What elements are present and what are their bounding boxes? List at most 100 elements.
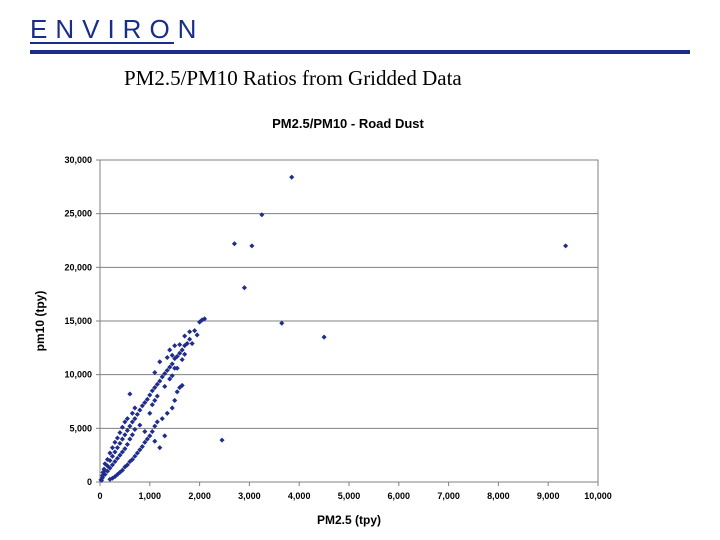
y-tick-label: 5,000 xyxy=(69,423,92,433)
chart-title: PM2.5/PM10 - Road Dust xyxy=(272,116,424,131)
data-point xyxy=(159,416,165,422)
data-point xyxy=(129,410,135,416)
x-tick-label: 3,000 xyxy=(238,491,261,501)
data-point xyxy=(199,317,205,323)
data-points xyxy=(98,174,569,483)
x-tick-label: 9,000 xyxy=(537,491,560,501)
data-point xyxy=(177,385,183,391)
data-point xyxy=(124,427,130,434)
logo-underline xyxy=(30,42,174,44)
data-point xyxy=(219,437,225,443)
gridlines xyxy=(100,213,598,429)
y-tick-label: 20,000 xyxy=(64,262,92,272)
data-point xyxy=(152,438,158,444)
data-point xyxy=(154,419,160,425)
x-tick-label: 5,000 xyxy=(338,491,361,501)
data-point xyxy=(137,447,143,453)
data-point xyxy=(109,445,115,451)
data-point xyxy=(127,459,133,465)
data-point xyxy=(139,444,145,450)
data-point xyxy=(167,376,173,382)
data-point xyxy=(164,367,170,373)
data-point xyxy=(117,430,123,436)
x-tick-label: 7,000 xyxy=(437,491,460,501)
data-point xyxy=(157,378,163,384)
data-point xyxy=(182,333,188,339)
data-point xyxy=(134,450,140,456)
data-point xyxy=(179,347,185,353)
data-point xyxy=(142,439,148,445)
data-point xyxy=(162,433,168,439)
data-point xyxy=(112,439,118,445)
y-tick-label: 15,000 xyxy=(64,316,92,326)
data-point xyxy=(144,396,150,402)
data-point xyxy=(154,381,160,387)
data-point xyxy=(122,419,128,425)
x-tick-label: 6,000 xyxy=(388,491,411,501)
data-point xyxy=(132,405,138,411)
data-point xyxy=(114,445,120,451)
data-point xyxy=(182,351,188,357)
data-point xyxy=(241,285,247,291)
data-point xyxy=(107,450,113,456)
data-point xyxy=(127,436,133,442)
x-tick-label: 4,000 xyxy=(288,491,311,501)
data-point xyxy=(172,356,178,362)
data-point xyxy=(259,212,265,218)
data-point xyxy=(167,364,173,370)
data-point xyxy=(119,436,125,442)
data-point xyxy=(109,462,115,468)
data-point xyxy=(169,373,175,379)
data-point xyxy=(152,397,158,403)
data-point xyxy=(132,416,138,422)
data-point xyxy=(152,385,158,391)
data-point xyxy=(159,374,165,380)
data-point xyxy=(122,432,128,438)
data-point xyxy=(189,340,195,347)
data-point xyxy=(177,350,183,356)
data-point xyxy=(157,445,163,451)
data-point xyxy=(107,465,113,471)
data-point xyxy=(124,416,130,422)
y-tick-label: 25,000 xyxy=(64,209,92,219)
data-point xyxy=(167,347,173,353)
data-point xyxy=(127,391,133,397)
data-point xyxy=(149,388,155,394)
data-point xyxy=(172,397,178,403)
data-point xyxy=(127,423,133,429)
y-axis-label: pm10 (tpy) xyxy=(33,291,47,352)
data-point xyxy=(98,477,105,483)
data-point xyxy=(169,361,175,367)
data-point xyxy=(139,403,145,409)
x-tick-label: 1,000 xyxy=(139,491,162,501)
data-point xyxy=(152,369,158,376)
data-point xyxy=(174,389,180,395)
data-point xyxy=(137,422,143,428)
x-tick-label: 8,000 xyxy=(487,491,510,501)
data-point xyxy=(157,359,163,365)
data-point xyxy=(249,243,255,249)
data-point xyxy=(147,410,153,416)
data-point xyxy=(172,343,178,349)
data-point xyxy=(563,243,569,249)
data-point xyxy=(164,354,170,361)
data-point xyxy=(231,241,238,247)
data-point xyxy=(152,423,158,429)
data-point xyxy=(182,343,188,349)
data-point xyxy=(169,405,175,411)
data-point xyxy=(154,393,160,399)
data-point xyxy=(149,429,155,435)
data-point xyxy=(194,332,200,338)
data-point xyxy=(142,400,148,406)
data-point xyxy=(137,407,143,413)
data-point xyxy=(112,449,118,455)
data-point xyxy=(134,411,140,417)
data-point xyxy=(142,429,148,435)
data-point xyxy=(321,334,327,340)
data-point xyxy=(132,426,138,432)
y-tick-label: 10,000 xyxy=(64,370,92,380)
data-point xyxy=(279,320,285,326)
data-point xyxy=(177,342,183,348)
data-point xyxy=(179,357,185,363)
data-point xyxy=(114,435,120,441)
